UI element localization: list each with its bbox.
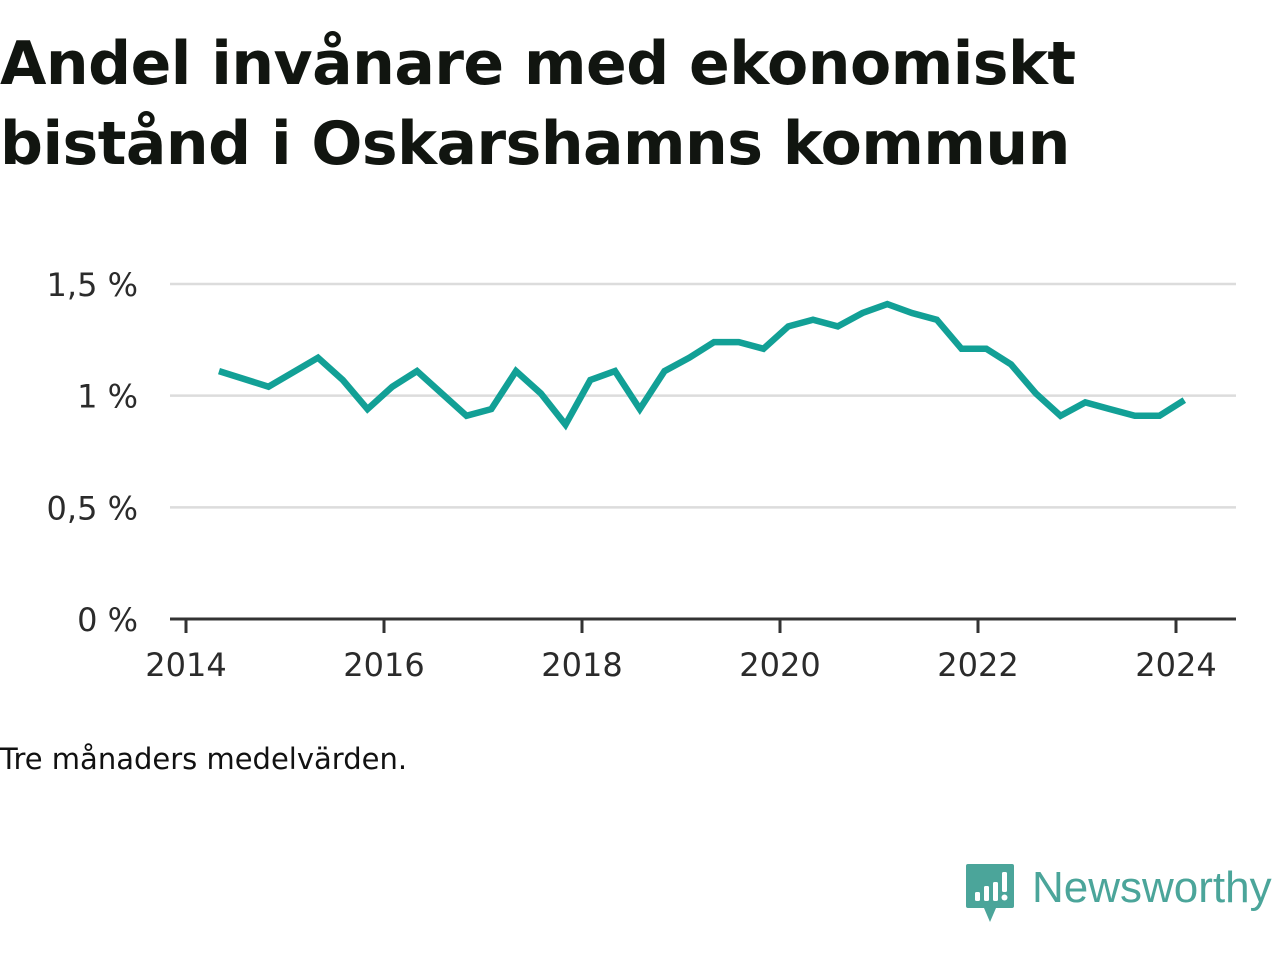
x-tick-label: 2024: [1135, 646, 1216, 684]
gridlines: [170, 282, 1236, 509]
y-axis-labels: 0 % 0,5 % 1 % 1,5 %: [47, 266, 138, 639]
newsworthy-brand: Newsworthy: [964, 862, 1272, 926]
x-tick-label: 2018: [541, 646, 622, 684]
x-axis: [170, 617, 1236, 633]
y-tick-label: 0,5 %: [47, 489, 138, 527]
series-layer: [218, 300, 1187, 431]
x-tick-label: 2014: [145, 646, 226, 684]
newsworthy-logo-icon: [966, 864, 1014, 922]
x-axis-labels: 2014 2016 2018 2020 2022 2024: [145, 646, 1216, 684]
brand-name: Newsworthy: [1032, 863, 1272, 912]
x-tick-label: 2016: [343, 646, 424, 684]
y-tick-label: 1,5 %: [47, 266, 138, 304]
chart-title: Andel invånare med ekonomiskt bistånd i …: [0, 29, 1076, 179]
x-tick-label: 2020: [739, 646, 820, 684]
x-tick-label: 2022: [937, 646, 1018, 684]
y-tick-label: 1 %: [77, 378, 138, 416]
y-tick-label: 0 %: [77, 601, 138, 639]
series-line: [218, 300, 1187, 431]
chart-caption: Tre månaders medelvärden.: [0, 742, 408, 776]
